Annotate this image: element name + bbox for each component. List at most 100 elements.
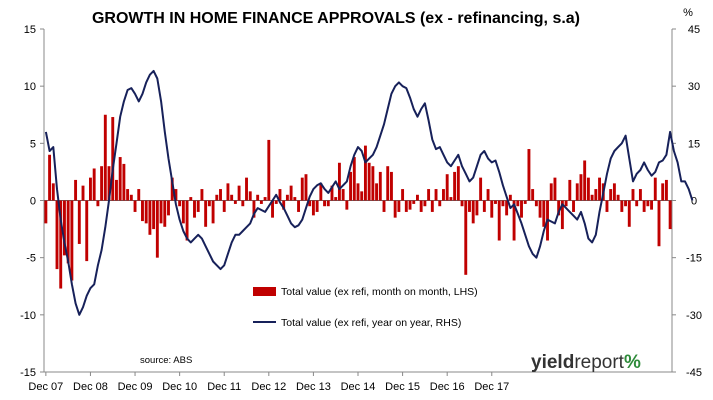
mom-bar: [92, 168, 96, 201]
x-tick-label: Dec 09: [118, 381, 153, 393]
right-tick-label: -30: [686, 310, 702, 322]
x-tick-label: Dec 16: [430, 381, 465, 393]
mom-bar: [271, 200, 274, 218]
right-tick-label: 15: [688, 138, 700, 150]
mom-bar: [122, 163, 126, 201]
mom-bar: [85, 200, 89, 262]
mom-bar: [650, 200, 654, 210]
mom-bar: [360, 191, 364, 201]
right-tick-label: 30: [688, 81, 700, 93]
mom-bar: [163, 200, 167, 227]
mom-bar: [419, 200, 423, 212]
mom-bar: [393, 200, 397, 218]
mom-bar: [252, 200, 256, 218]
mom-bar: [657, 200, 661, 247]
mom-bar: [330, 185, 334, 201]
mom-bar: [605, 200, 609, 212]
mom-bar: [204, 200, 208, 227]
mom-bar: [378, 171, 382, 201]
mom-bar: [460, 200, 464, 207]
mom-bar: [427, 189, 431, 201]
mom-bar: [137, 189, 141, 201]
mom-bar: [586, 177, 590, 201]
mom-bar: [590, 194, 594, 201]
yoy-line-group: [44, 69, 694, 316]
yoy-line: [44, 69, 694, 316]
left-tick-label: 10: [24, 81, 36, 93]
mom-bar: [490, 200, 494, 218]
mom-bar: [51, 183, 55, 201]
mom-bar: [152, 200, 156, 230]
mom-bar: [256, 194, 260, 201]
mom-bar: [505, 200, 509, 216]
mom-bar: [468, 200, 471, 212]
mom-bar: [523, 200, 527, 204]
mom-bar: [527, 149, 531, 201]
left-tick-label: 15: [24, 24, 36, 36]
mom-bar: [141, 200, 144, 222]
mom-bar: [482, 200, 486, 212]
mom-bar: [494, 200, 497, 204]
mom-bar: [48, 154, 52, 201]
mom-bar: [404, 200, 408, 212]
mom-bar: [508, 194, 512, 201]
mom-bar: [638, 189, 642, 201]
mom-bar: [55, 200, 59, 270]
mom-bar: [635, 200, 639, 207]
x-axis-ticks: Dec 07 Dec 08 Dec 09 Dec 10 Dec 11 Dec 12 Dec …: [28, 372, 509, 393]
mom-bar: [534, 200, 538, 207]
mom-bar: [449, 197, 453, 201]
mom-bar: [59, 200, 63, 289]
mom-bar: [89, 177, 92, 201]
mom-bar: [144, 200, 148, 224]
mom-bar: [155, 200, 159, 258]
mom-bar: [479, 177, 483, 201]
mom-bar: [627, 200, 631, 227]
mom-bar: [371, 166, 375, 201]
mom-bar: [185, 200, 189, 241]
mom-bar: [62, 200, 66, 256]
mom-bar: [401, 189, 405, 201]
mom-bar: [311, 200, 315, 216]
mom-bar: [126, 189, 130, 201]
mom-bar: [170, 177, 174, 201]
mom-bar: [211, 200, 215, 224]
mom-bar: [389, 171, 393, 201]
mom-bar: [103, 114, 107, 201]
left-tick-label: -15: [20, 367, 36, 379]
mom-bar: [297, 200, 300, 212]
mom-bar: [304, 174, 308, 201]
mom-bar: [245, 177, 248, 201]
mom-bar: [341, 189, 345, 201]
mom-bar: [167, 200, 170, 216]
mom-bar: [572, 200, 575, 212]
mom-bar: [315, 200, 319, 212]
mom-bar: [568, 179, 572, 201]
mom-bar: [560, 200, 564, 230]
mom-bar: [293, 197, 297, 201]
mom-bar: [512, 200, 516, 241]
source-note: source: ABS: [140, 355, 192, 366]
mom-bar: [598, 177, 601, 201]
mom-bar: [564, 200, 568, 207]
mom-bar: [207, 200, 211, 207]
mom-bar: [196, 200, 200, 212]
mom-bar: [631, 189, 635, 201]
mom-bar: [438, 200, 442, 207]
mom-bar: [542, 200, 546, 227]
mom-bar: [77, 200, 81, 244]
left-tick-label: -5: [26, 253, 36, 265]
mom-bar: [620, 200, 624, 212]
mom-bar: [282, 200, 286, 210]
right-tick-label: 45: [688, 24, 700, 36]
mom-bar: [300, 177, 304, 201]
mom-bar: [575, 183, 579, 201]
left-tick-label: 5: [30, 138, 36, 150]
mom-bar: [230, 194, 234, 201]
mom-bar: [653, 177, 657, 201]
mom-bar: [531, 189, 535, 201]
mom-bar: [274, 200, 278, 204]
mom-bar: [334, 197, 338, 201]
mom-bar: [44, 200, 48, 224]
mom-bar: [345, 200, 349, 210]
